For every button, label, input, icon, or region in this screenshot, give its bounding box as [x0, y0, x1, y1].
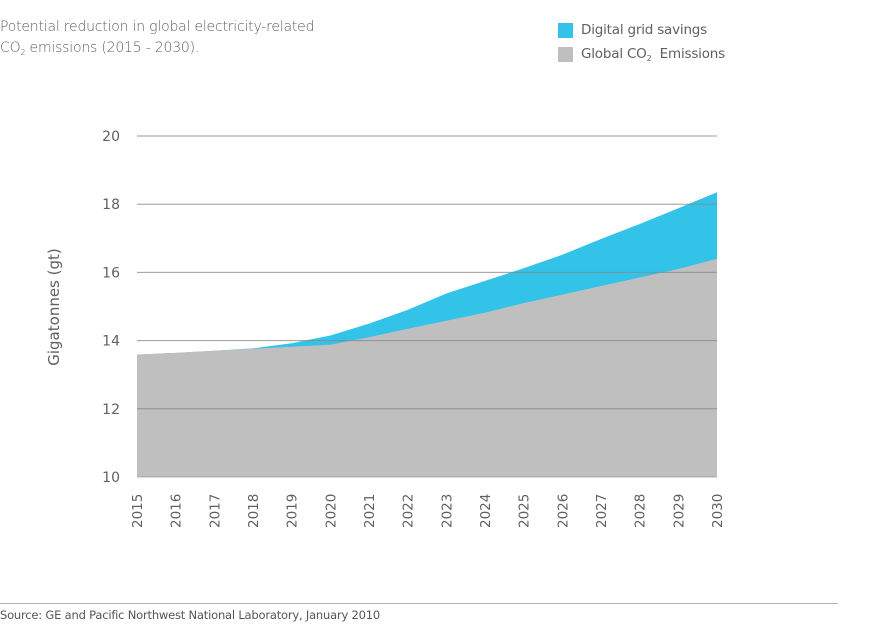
chart-title: Potential reduction in global electricit…	[0, 17, 314, 63]
x-tick-label: 2016	[169, 494, 185, 528]
area-chart: 10 12 14 16 18 20 2015 2016 2017 2018 2019 2020 202…	[45, 129, 726, 528]
source-divider	[0, 603, 838, 604]
legend-item-digital-grid-savings: Digital grid savings	[558, 18, 725, 42]
chart-title-line1: Potential reduction in global electricit…	[0, 19, 315, 35]
y-axis-label: Gigatonnes (gt)	[45, 248, 63, 366]
x-tick-label: 2026	[555, 494, 571, 528]
x-tick-label: 2025	[517, 494, 533, 528]
source-note: Source: GE and Pacific Northwest Nationa…	[0, 608, 381, 622]
legend-item-global-co2-emissions: Global CO2 Emissions	[558, 42, 725, 66]
y-tick-label: 18	[102, 197, 120, 213]
x-tick-label: 2021	[362, 494, 378, 528]
x-tick-label: 2030	[710, 494, 726, 528]
y-tick-label: 10	[102, 470, 120, 486]
x-tick-label: 2019	[285, 494, 301, 528]
y-tick-label: 12	[102, 402, 120, 418]
chart-legend: Digital grid savings Global CO2 Emission…	[558, 18, 725, 66]
x-tick-label: 2020	[323, 494, 339, 528]
y-tick-label: 16	[102, 265, 120, 281]
x-tick-label: 2027	[594, 494, 610, 528]
y-tick-label: 14	[102, 334, 120, 350]
x-tick-label: 2018	[246, 494, 262, 528]
x-tick-label: 2024	[478, 494, 494, 528]
legend-swatch-digital-grid-savings	[558, 22, 573, 38]
area-global-co2-emissions	[137, 258, 717, 477]
chart-title-line2: CO2 emissions (2015 - 2030).	[0, 40, 200, 57]
y-tick-label: 20	[102, 129, 120, 145]
x-tick-label: 2023	[439, 494, 455, 528]
x-tick-label: 2028	[633, 494, 649, 528]
x-tick-label: 2017	[207, 494, 223, 528]
x-tick-label: 2022	[401, 494, 417, 528]
legend-label: Digital grid savings	[581, 22, 708, 38]
legend-swatch-global-co2-emissions	[558, 46, 573, 62]
legend-label: Global CO2 Emissions	[581, 45, 725, 63]
x-tick-label: 2015	[130, 494, 146, 528]
x-tick-label: 2029	[671, 494, 687, 528]
